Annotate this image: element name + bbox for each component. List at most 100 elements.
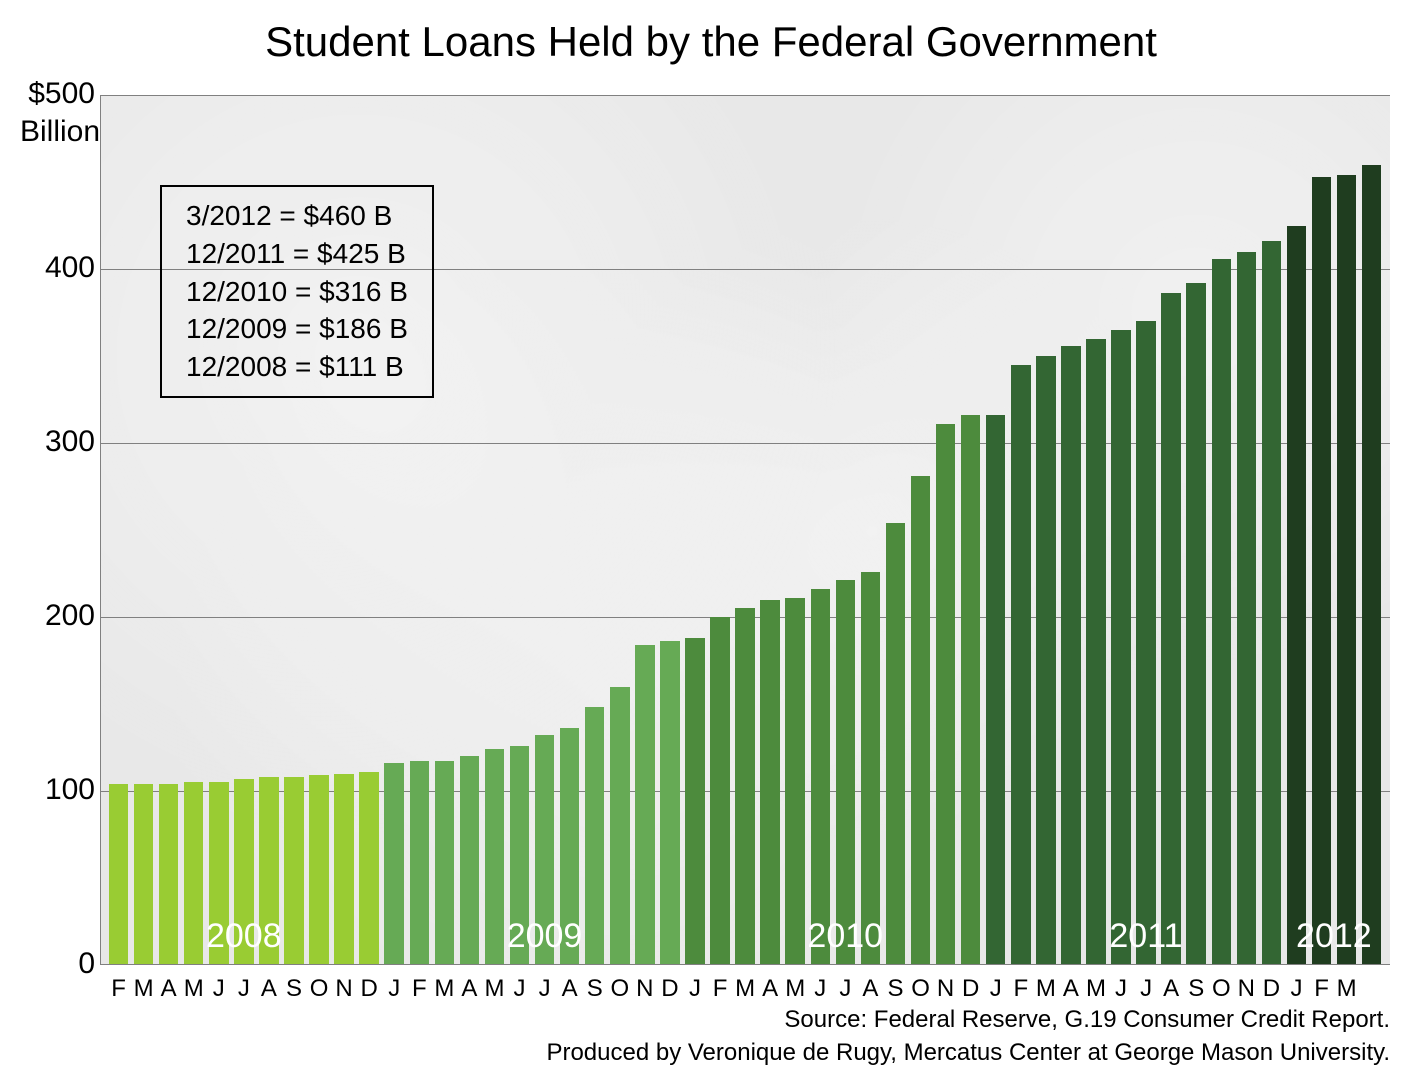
bar: [710, 617, 730, 965]
bar: [660, 641, 680, 965]
bar: [836, 580, 856, 965]
x-tick-label: A: [557, 975, 582, 1003]
bar-slot: J: [1284, 95, 1309, 965]
bar-slot: M: [1033, 95, 1058, 965]
bar: [234, 779, 254, 965]
y-tick-label: 400: [10, 251, 95, 285]
x-tick-label: F: [106, 975, 131, 1003]
x-tick-label: M: [783, 975, 808, 1003]
bar: [610, 687, 630, 965]
bar-slot: M: [1083, 95, 1108, 965]
bar-slot: M: [482, 95, 507, 965]
bar: [811, 589, 831, 965]
x-tick-label: S: [582, 975, 607, 1003]
y-unit-label: Billion: [20, 115, 100, 149]
bar-slot: [1359, 95, 1384, 965]
bar-slot: A: [858, 95, 883, 965]
bar: [1086, 339, 1106, 965]
x-tick-label: A: [1159, 975, 1184, 1003]
x-tick-label: M: [1083, 975, 1108, 1003]
callout-line: 12/2008 = $111 B: [186, 348, 408, 386]
x-tick-label: M: [733, 975, 758, 1003]
y-tick-label: 100: [10, 773, 95, 807]
x-tick-label: O: [307, 975, 332, 1003]
bar: [986, 415, 1006, 965]
x-tick-label: M: [482, 975, 507, 1003]
bar-slot: O: [607, 95, 632, 965]
y-tick-label: 300: [10, 425, 95, 459]
bar-slot: J: [808, 95, 833, 965]
bar: [334, 774, 354, 965]
bar: [1262, 241, 1282, 965]
bar: [359, 772, 379, 965]
callout-box: 3/2012 = $460 B12/2011 = $425 B12/2010 =…: [160, 185, 434, 398]
x-tick-label: D: [657, 975, 682, 1003]
bar: [384, 763, 404, 965]
x-tick-label: O: [1209, 975, 1234, 1003]
x-tick-label: J: [682, 975, 707, 1003]
bar-slot: D: [657, 95, 682, 965]
footer-credit: Produced by Veronique de Rugy, Mercatus …: [546, 1037, 1390, 1069]
x-tick-label: J: [532, 975, 557, 1003]
x-tick-label: N: [632, 975, 657, 1003]
bar: [585, 707, 605, 965]
bar-slot: F: [1309, 95, 1334, 965]
x-tick-label: A: [457, 975, 482, 1003]
bar: [936, 424, 956, 965]
bar: [1161, 293, 1181, 965]
bar: [1337, 175, 1357, 965]
x-tick-label: J: [1134, 975, 1159, 1003]
bar: [560, 728, 580, 965]
x-tick-label: J: [808, 975, 833, 1003]
callout-line: 3/2012 = $460 B: [186, 197, 408, 235]
bar: [535, 735, 555, 965]
bar-slot: M: [733, 95, 758, 965]
x-tick-label: N: [1234, 975, 1259, 1003]
bar: [209, 782, 229, 965]
bar-slot: S: [1184, 95, 1209, 965]
bar: [1362, 165, 1382, 965]
y-tick-label: 0: [10, 947, 95, 981]
bar: [1287, 226, 1307, 966]
x-tick-label: F: [1309, 975, 1334, 1003]
bar-slot: N: [933, 95, 958, 965]
bar: [635, 645, 655, 965]
bar-slot: M: [432, 95, 457, 965]
x-tick-label: O: [607, 975, 632, 1003]
bar-slot: F: [1008, 95, 1033, 965]
bar: [159, 784, 179, 965]
x-tick-label: A: [1058, 975, 1083, 1003]
bar-slot: J: [507, 95, 532, 965]
bar: [886, 523, 906, 965]
x-tick-label: N: [332, 975, 357, 1003]
bar-slot: J: [1109, 95, 1134, 965]
bar: [134, 784, 154, 965]
bar-slot: M: [1334, 95, 1359, 965]
bar-slot: J: [682, 95, 707, 965]
bar-slot: M: [131, 95, 156, 965]
bar-slot: N: [632, 95, 657, 965]
x-tick-label: A: [156, 975, 181, 1003]
bar: [259, 777, 279, 965]
bar: [1237, 252, 1257, 965]
chart-footer: Source: Federal Reserve, G.19 Consumer C…: [546, 1004, 1390, 1069]
bar: [109, 784, 129, 965]
bar: [485, 749, 505, 965]
bar: [309, 775, 329, 965]
bar-slot: F: [106, 95, 131, 965]
x-tick-label: J: [833, 975, 858, 1003]
bar: [1186, 283, 1206, 965]
y-tick-label: 200: [10, 599, 95, 633]
bar-slot: M: [783, 95, 808, 965]
x-tick-label: J: [1284, 975, 1309, 1003]
callout-line: 12/2011 = $425 B: [186, 235, 408, 273]
callout-line: 12/2010 = $316 B: [186, 273, 408, 311]
bar: [410, 761, 430, 965]
x-tick-label: A: [256, 975, 281, 1003]
bar: [460, 756, 480, 965]
x-tick-label: D: [1259, 975, 1284, 1003]
x-tick-label: M: [1033, 975, 1058, 1003]
bar-slot: A: [457, 95, 482, 965]
y-tick-label: $500: [10, 77, 95, 111]
x-tick-label: J: [206, 975, 231, 1003]
